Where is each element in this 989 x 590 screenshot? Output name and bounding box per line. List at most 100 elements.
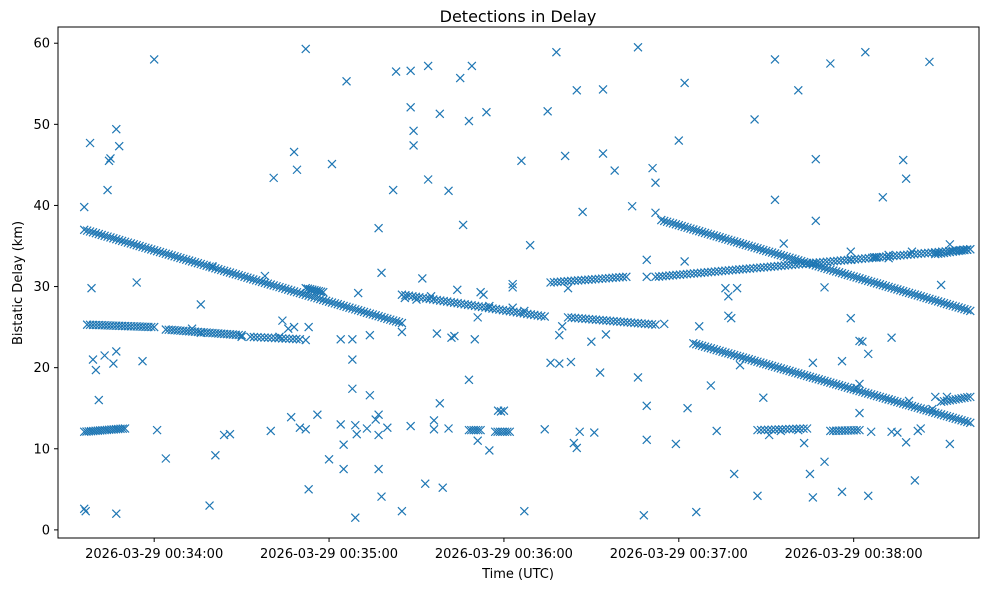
data-point: [526, 310, 536, 319]
data-point: [857, 387, 867, 397]
data-point: [108, 359, 118, 369]
data-point: [82, 226, 92, 236]
data-point: [770, 362, 780, 372]
data-point: [831, 267, 841, 276]
data-point: [726, 313, 736, 323]
data-point: [904, 400, 914, 410]
data-point: [429, 424, 439, 434]
data-point: [691, 507, 701, 517]
data-point: [245, 274, 255, 283]
data-point: [491, 304, 501, 314]
data-point: [863, 276, 873, 286]
data-point: [960, 416, 969, 426]
data-point: [694, 226, 704, 236]
data-point: [773, 249, 783, 259]
data-point: [764, 360, 774, 370]
data-point: [735, 352, 745, 362]
data-point: [484, 303, 494, 313]
data-point: [837, 356, 847, 366]
data-point: [927, 407, 937, 417]
data-point: [916, 424, 926, 433]
data-point: [866, 389, 876, 399]
data-point: [872, 279, 882, 288]
data-point: [391, 67, 401, 77]
data-point: [761, 359, 771, 369]
data-point: [834, 380, 844, 390]
data-point: [817, 375, 827, 385]
data-point: [957, 303, 966, 313]
data-point: [804, 258, 814, 268]
data-point: [178, 254, 188, 264]
data-point: [744, 354, 754, 364]
data-point: [79, 202, 89, 212]
data-point: [785, 253, 794, 263]
data-point: [887, 333, 896, 343]
data-point: [388, 185, 398, 195]
data-point: [843, 255, 853, 265]
data-point: [721, 283, 730, 293]
data-point: [741, 353, 751, 363]
data-point: [540, 424, 550, 434]
data-point: [618, 272, 628, 282]
data-point: [184, 256, 194, 266]
data-point: [575, 427, 585, 437]
data-point: [899, 250, 909, 260]
data-point: [808, 373, 818, 383]
data-point: [595, 315, 604, 325]
data-point: [927, 295, 937, 305]
data-point: [356, 306, 366, 316]
data-point: [111, 124, 121, 134]
data-point: [301, 424, 311, 434]
data-point: [280, 284, 290, 294]
data-point: [790, 368, 800, 378]
data-point: [892, 397, 902, 407]
data-point: [374, 311, 384, 321]
data-point: [605, 316, 615, 326]
data-point: [965, 306, 975, 316]
data-point: [770, 55, 780, 64]
data-point: [884, 282, 894, 292]
data-point: [589, 428, 599, 437]
data-point: [895, 250, 905, 260]
data-point: [404, 291, 414, 301]
data-point: [423, 61, 433, 71]
data-point: [672, 270, 681, 280]
data-point: [764, 430, 774, 440]
data-point: [114, 141, 124, 151]
data-point: [703, 229, 713, 239]
data-point: [353, 288, 363, 298]
data-point: [559, 277, 569, 286]
data-point: [875, 279, 885, 289]
data-point: [822, 257, 832, 267]
data-point: [680, 222, 690, 232]
data-point: [811, 154, 821, 164]
data-point: [339, 464, 349, 474]
data-point: [508, 282, 518, 292]
data-point: [919, 405, 929, 414]
data-point: [126, 239, 136, 248]
data-point: [260, 278, 270, 288]
data-point: [479, 290, 488, 300]
data-point: [808, 258, 818, 268]
data-point: [747, 242, 757, 252]
data-point: [688, 338, 698, 348]
data-point: [715, 346, 725, 356]
data-point: [88, 355, 98, 364]
data-point: [283, 324, 293, 334]
data-point: [776, 261, 786, 271]
data-point: [811, 374, 821, 383]
data-point: [738, 239, 748, 249]
data-point: [734, 265, 744, 274]
data-point: [793, 425, 803, 435]
data-point: [284, 334, 294, 344]
data-point: [939, 410, 949, 420]
data-point: [659, 216, 669, 226]
data-point: [601, 273, 611, 283]
data-point: [467, 300, 477, 310]
data-point: [965, 418, 975, 428]
data-point: [577, 314, 587, 323]
data-point: [884, 394, 894, 404]
data-point: [546, 358, 555, 368]
data-point: [906, 250, 916, 259]
data-point: [257, 277, 267, 287]
